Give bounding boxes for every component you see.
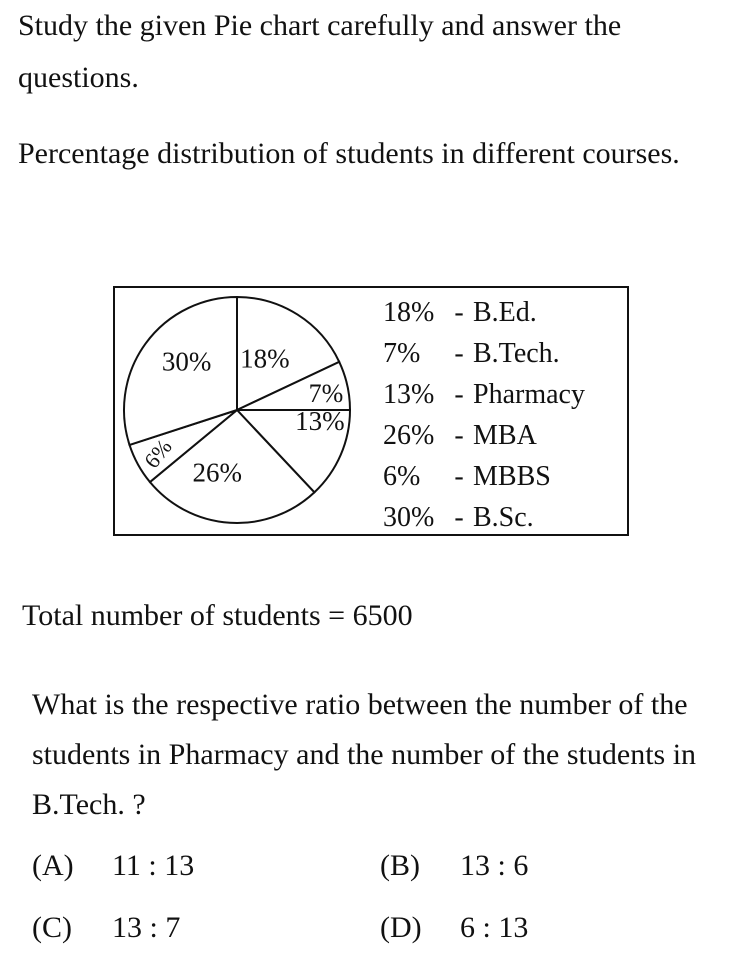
legend-pct: 18% [383,297,435,328]
legend-entry-bed: 18% - B.Ed. [383,292,585,333]
option-label: (D) [380,911,422,944]
option-d[interactable]: (D) 6 : 13 [380,908,528,948]
pie-label-bsc: 30% [162,346,212,376]
chart-box: 18% 7% 13% 26% 6% 30% 18% - B.Ed. 7% - B.Tech. 13… [113,286,629,536]
option-a[interactable]: (A) 11 : 13 [32,846,194,886]
legend-pct: 26% [383,420,435,451]
question-text: What is the respective ratio between the… [32,688,697,821]
pie-chart: 18%7%13%26%6%30% [123,295,352,524]
chart-legend: 18% - B.Ed. 7% - B.Tech. 13% - Pharmacy 26% - MB… [383,292,585,538]
option-label: (C) [32,911,72,944]
legend-entry-bsc: 30% - B.Sc. [383,497,585,538]
chart-description: Percentage distribution of students in d… [18,137,680,170]
legend-label: MBBS [473,461,551,492]
legend-label: B.Sc. [473,502,534,533]
legend-label: B.Ed. [473,297,537,328]
option-label: (B) [380,849,420,882]
legend-entry-btech: 7% - B.Tech. [383,333,585,374]
legend-label: MBA [473,420,537,451]
legend-entry-pharmacy: 13% - Pharmacy [383,374,585,415]
option-value: 13 : 7 [112,911,181,944]
option-b[interactable]: (B) 13 : 6 [380,846,528,886]
legend-entry-mbbs: 6% - MBBS [383,456,585,497]
legend-pct: 30% [383,502,435,533]
legend-pct: 7% [383,338,421,369]
pie-label-btech: 7% [309,379,344,408]
total-students-text: Total number of students = 6500 [22,599,413,632]
pie-slice-bsc [123,295,238,447]
legend-label: Pharmacy [473,379,585,410]
pie-label-mba: 26% [192,458,242,488]
option-value: 13 : 6 [460,849,529,882]
legend-entry-mba: 26% - MBA [383,415,585,456]
option-value: 6 : 13 [460,911,529,944]
pie-slice-mba [148,408,316,524]
pie-slice-bed [236,295,341,412]
option-label: (A) [32,849,74,882]
pie-label-bed: 18% [240,343,290,373]
legend-pct: 6% [383,461,421,492]
legend-pct: 13% [383,379,435,410]
pie-label-pharmacy: 13% [295,406,345,436]
option-c[interactable]: (C) 13 : 7 [32,908,180,948]
legend-label: B.Tech. [473,338,560,369]
option-value: 11 : 13 [112,849,195,882]
pie-slice-pharmacy [234,409,352,494]
intro-text: Study the given Pie chart carefully and … [18,9,622,94]
